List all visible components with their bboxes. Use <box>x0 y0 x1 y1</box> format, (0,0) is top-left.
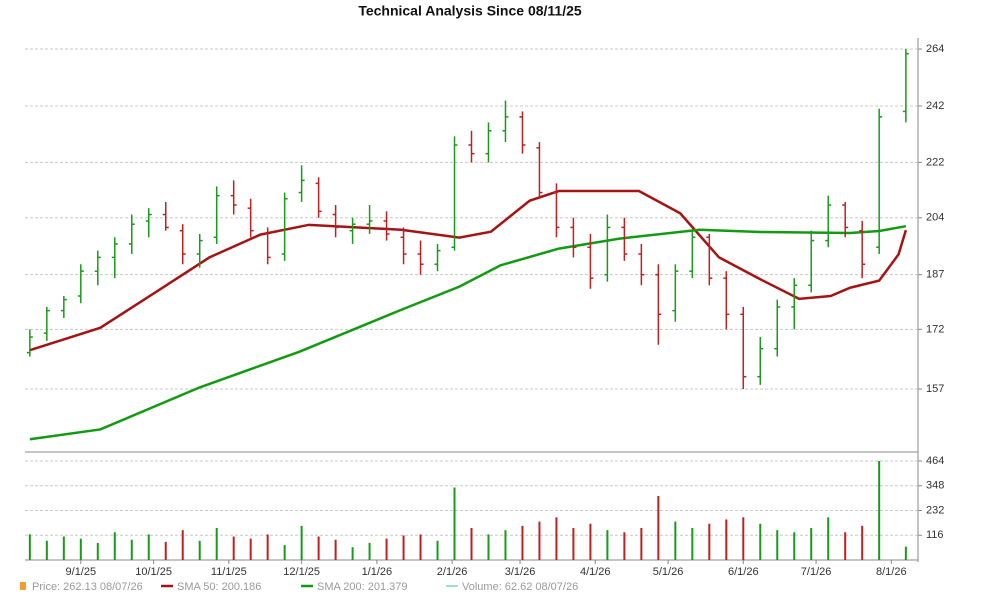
x-tick-label: 4/1/26 <box>580 566 611 578</box>
volume-bar <box>96 542 99 560</box>
volume-bar <box>810 527 813 560</box>
sma-line <box>29 224 907 441</box>
legend-label: Volume: 62.62 08/07/26 <box>462 581 578 593</box>
volume-bar <box>606 530 609 560</box>
volume-bar <box>844 532 847 560</box>
volume-bar <box>300 525 303 560</box>
volume-bar <box>453 487 456 560</box>
y-tick-label: 187 <box>926 269 944 281</box>
volume-bar <box>266 534 269 560</box>
volume-bar <box>436 540 439 560</box>
volume-bar <box>130 539 133 560</box>
volume-bar <box>368 542 371 560</box>
volume-bar <box>317 536 320 560</box>
y-tick-label: 264 <box>926 43 944 55</box>
x-tick-label: 5/1/26 <box>653 566 684 578</box>
volume-bar <box>232 536 235 560</box>
volume-bar <box>555 517 558 560</box>
volume-bar <box>79 538 82 560</box>
x-tick-label: 7/1/26 <box>801 566 832 578</box>
volume-bar <box>623 532 626 560</box>
x-tick-label: 1/1/26 <box>362 566 393 578</box>
volume-bar <box>691 527 694 560</box>
volume-bar <box>904 546 907 560</box>
volume-bar <box>793 532 796 560</box>
volume-bar <box>351 547 354 560</box>
volume-bar <box>113 532 116 560</box>
x-tick-label: 10/1/25 <box>135 566 172 578</box>
x-tick-label: 11/1/25 <box>211 566 247 578</box>
y-tick-label: 242 <box>926 100 944 112</box>
y-tick-label: 172 <box>926 323 944 335</box>
legend-label: Price: 262.13 08/07/26 <box>32 581 143 593</box>
volume-bar <box>725 519 728 560</box>
y-tick-label: 464 <box>926 455 944 467</box>
volume-bar <box>28 534 31 560</box>
volume-bar <box>708 523 711 560</box>
volume-bar <box>521 525 524 560</box>
x-tick-label: 2/1/26 <box>437 566 468 578</box>
volume-bar <box>504 530 507 560</box>
y-tick-label: 232 <box>926 504 944 516</box>
legend-swatch <box>20 582 26 590</box>
volume-bar <box>249 538 252 560</box>
volume-bar <box>283 545 286 560</box>
volume-bar <box>164 541 167 560</box>
volume-bar <box>861 525 864 560</box>
x-tick-label: 3/1/26 <box>505 566 536 578</box>
x-tick-label: 12/1/25 <box>283 566 320 578</box>
y-tick-label: 348 <box>926 480 944 492</box>
volume-bar <box>674 521 677 560</box>
legend-label: SMA 50: 200.186 <box>177 581 261 593</box>
volume-bar <box>487 534 490 560</box>
volume-bar <box>538 521 541 560</box>
volume-bar <box>657 495 660 560</box>
volume-bar <box>385 538 388 560</box>
y-tick-label: 157 <box>926 383 944 395</box>
volume-bar <box>742 517 745 560</box>
volume-bar <box>45 540 48 560</box>
volume-bar <box>776 530 779 560</box>
volume-bar <box>589 523 592 560</box>
legend-label: SMA 200: 201.379 <box>317 581 408 593</box>
y-tick-label: 222 <box>926 156 944 168</box>
volume-bar <box>181 530 184 560</box>
x-tick-label: 9/1/25 <box>66 566 97 578</box>
volume-bar <box>334 539 337 560</box>
volume-bar <box>198 540 201 560</box>
volume-bar <box>402 535 405 560</box>
volume-bar <box>62 536 65 560</box>
volume-bar <box>215 527 218 560</box>
volume-bar <box>572 527 575 560</box>
chart-title: Technical Analysis Since 08/11/25 <box>358 3 582 19</box>
x-tick-label: 6/1/26 <box>728 566 759 578</box>
volume-bar <box>147 534 150 560</box>
volume-bar <box>827 517 830 560</box>
volume-bar <box>759 523 762 560</box>
y-tick-label: 204 <box>926 212 944 224</box>
volume-bar <box>878 460 881 560</box>
sma-line <box>29 189 908 352</box>
volume-bar <box>419 534 422 560</box>
volume-bar <box>640 527 643 560</box>
y-tick-label: 116 <box>926 529 944 541</box>
x-tick-label: 8/1/26 <box>876 566 907 578</box>
volume-bar <box>470 527 473 560</box>
